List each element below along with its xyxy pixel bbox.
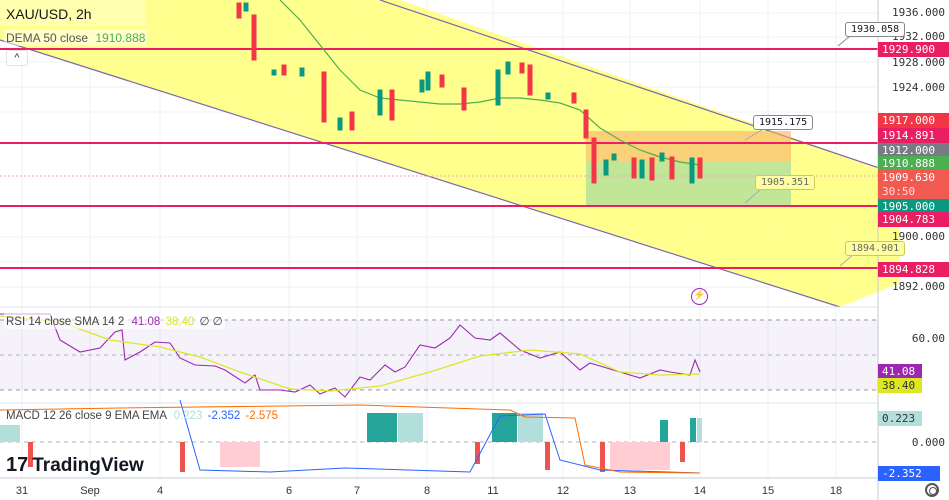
- rsi-tick: 60.00: [911, 332, 945, 345]
- price-callout[interactable]: 1930.058: [845, 22, 906, 37]
- price-tag-1914: 1914.891: [878, 128, 949, 143]
- countdown-timer: 30:50: [878, 184, 949, 199]
- rsi-tag: 41.08: [878, 364, 922, 379]
- chevron-up-icon: ^: [14, 52, 20, 64]
- price-callout[interactable]: 1915.175: [753, 115, 814, 130]
- time-label: Sep: [80, 485, 100, 497]
- price-tag-dema: 1910.888: [878, 156, 949, 171]
- collapse-legend-button[interactable]: ^: [6, 50, 28, 66]
- tv-logo-text: TradingView: [32, 454, 144, 476]
- symbol-title[interactable]: XAU/USD, 2h: [6, 6, 92, 22]
- time-label: 6: [285, 485, 293, 497]
- dema-label: DEMA 50 close: [6, 31, 89, 45]
- price-tag-1904: 1904.783: [878, 212, 949, 227]
- rsi-label: RSI 14 close SMA 14 2: [6, 316, 125, 328]
- time-label: 7: [353, 485, 361, 497]
- price-callout[interactable]: 1894.901: [845, 241, 906, 256]
- rsi-value: 41.08: [131, 316, 161, 328]
- dema-legend[interactable]: DEMA 50 close 1910.888: [4, 30, 148, 46]
- time-label: 14: [693, 485, 707, 497]
- macd-line-tag: -2.352: [878, 466, 940, 481]
- rsi-extra: ∅ ∅: [199, 316, 223, 328]
- time-label: 15: [761, 485, 775, 497]
- rsi-legend[interactable]: RSI 14 close SMA 14 2 41.08 38.40 ∅ ∅: [4, 313, 225, 329]
- time-label: 4: [156, 485, 164, 497]
- rsi-sma-value: 38.40: [165, 316, 195, 328]
- price-tag-1929: 1929.900: [878, 42, 949, 57]
- macd-legend[interactable]: MACD 12 26 close 9 EMA EMA 0.223 -2.352 …: [4, 409, 280, 423]
- time-label: 18: [829, 485, 843, 497]
- macd-label: MACD 12 26 close 9 EMA EMA: [6, 410, 167, 422]
- price-tag-1894: 1894.828: [878, 262, 949, 277]
- macd-hist-value: 0.223: [173, 410, 203, 422]
- macd-hist-tag: 0.223: [878, 411, 922, 426]
- price-tag-last: 1909.630: [878, 170, 949, 185]
- price-callout[interactable]: 1905.351: [755, 175, 816, 190]
- rsi-sma-tag: 38.40: [878, 378, 922, 393]
- time-label: 31: [15, 485, 29, 497]
- time-label: 13: [623, 485, 637, 497]
- price-tick: 1932.000: [892, 30, 945, 43]
- flash-event-icon[interactable]: ⚡: [691, 288, 708, 305]
- price-tag-1917: 1917.000: [878, 113, 949, 128]
- price-tick: 1928.000: [892, 56, 945, 69]
- price-tick: 1900.000: [892, 230, 945, 243]
- dema-value: 1910.888: [95, 31, 146, 45]
- price-tag-1905: 1905.000: [878, 199, 949, 214]
- price-tick: 1936.000: [892, 6, 945, 19]
- tradingview-logo[interactable]: 17 TradingView: [6, 454, 144, 477]
- macd-line-value: -2.352: [207, 410, 241, 422]
- price-tick: 1924.000: [892, 81, 945, 94]
- settings-gear-icon[interactable]: [925, 483, 939, 497]
- macd-signal-value: -2.575: [245, 410, 279, 422]
- time-label: 8: [423, 485, 431, 497]
- tv-logo-icon: 17: [6, 454, 29, 476]
- time-label: 11: [487, 485, 499, 497]
- time-label: 12: [556, 485, 570, 497]
- price-tag-1912: 1912.000: [878, 143, 949, 158]
- price-tick: 1892.000: [892, 280, 945, 293]
- macd-tick: 0.000: [911, 436, 945, 449]
